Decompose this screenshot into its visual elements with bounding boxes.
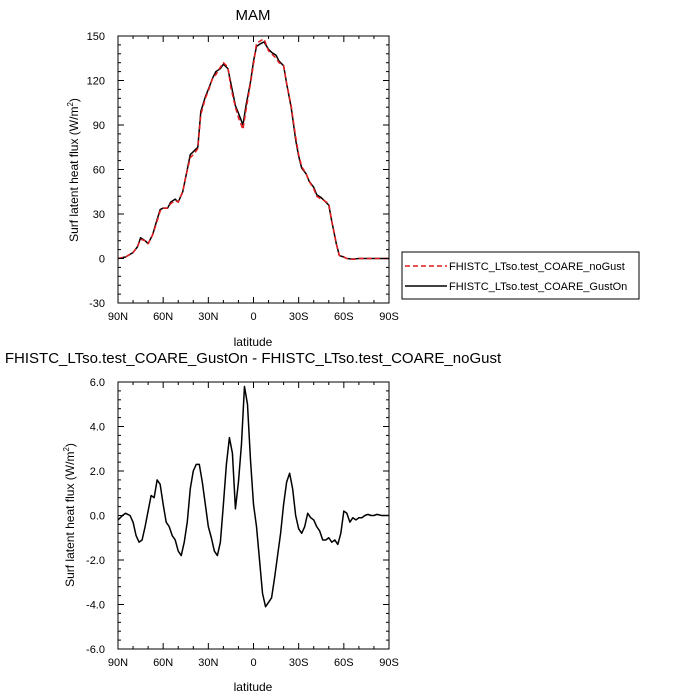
bottom-x-tick-label: 60N [153, 657, 173, 669]
top-y-axis-label-text: Surf latent heat flux (W/m [67, 107, 81, 242]
top-x-tick-label: 30S [289, 311, 309, 323]
bottom-x-tick-label: 30N [198, 657, 218, 669]
top-plot-frame [117, 35, 390, 304]
bottom-x-tick-label: 0 [250, 657, 256, 669]
legend-box [401, 251, 640, 300]
bottom-y-tick-label: -6.0 [86, 644, 105, 656]
bottom-x-tick-label: 90S [379, 657, 399, 669]
top-x-axis-label: latitude [234, 335, 273, 349]
bottom-y-axis-label-text: Surf latent heat flux (W/m [63, 452, 77, 587]
top-y-tick-label: 90 [93, 120, 105, 132]
top-y-axis-label-sup: 2 [66, 102, 75, 107]
top-panel: MAM 90N 60N 30N 0 30S 60S 90S-300306090120150 … [66, 7, 399, 349]
bottom-y-tick-label: 2.0 [90, 466, 105, 478]
bottom-plot-lines [117, 385, 389, 608]
bottom-y-tick-label: -4.0 [86, 600, 105, 612]
bottom-y-axis-label-sup: 2 [62, 447, 71, 452]
bottom-x-axis-label: latitude [234, 680, 273, 694]
bottom-y-axis-label: Surf latent heat flux (W/m2) [62, 443, 77, 587]
top-series-line-1 [117, 41, 389, 260]
top-x-tick-label: 60N [153, 311, 173, 323]
bottom-y-tick-label: 0.0 [90, 511, 105, 523]
top-y-tick-label: 60 [93, 165, 105, 177]
top-y-tick-label: 120 [87, 76, 105, 88]
top-x-tick-label: 60S [334, 311, 354, 323]
bottom-axis-ticks: 90N 60N 30N 0 30S 60S 90S -6.0 -4.0 -2.0 0.0 2.0 4.0… [86, 377, 399, 669]
top-y-axis-label: Surf latent heat flux (W/m2) [66, 98, 81, 242]
top-y-tick-label: 0 [99, 254, 105, 266]
legend-entry-nogust: FHISTC_LTso.test_COARE_noGust [449, 261, 625, 273]
top-y-tick-label: 150 [87, 31, 105, 43]
legend-entry-guston: FHISTC_LTso.test_COARE_GustOn [449, 281, 627, 293]
top-x-tick-label: 90S [379, 311, 399, 323]
bottom-y-tick-label: 6.0 [90, 377, 105, 389]
top-y-tick-label: 30 [93, 209, 105, 221]
bottom-y-axis-label-close: ) [63, 443, 77, 447]
bottom-series-line-0 [117, 385, 389, 608]
bottom-x-tick-label: 90N [108, 657, 128, 669]
top-y-axis-label-close: ) [67, 98, 81, 102]
top-series-line-0 [117, 38, 389, 260]
bottom-y-tick-label: -2.0 [86, 555, 105, 567]
bottom-chart-title: FHISTC_LTso.test_COARE_GustOn - FHISTC_L… [5, 350, 502, 367]
bottom-y-tick-label: 4.0 [90, 422, 105, 434]
bottom-x-tick-label: 60S [334, 657, 354, 669]
top-y-tick-label: -30 [89, 298, 105, 310]
bottom-x-tick-label: 30S [289, 657, 309, 669]
top-x-tick-label: 90N [108, 311, 128, 323]
top-axis-ticks: 90N 60N 30N 0 30S 60S 90S -30 0 30 60 90 120 150 [87, 31, 399, 323]
bottom-panel: FHISTC_LTso.test_COARE_GustOn - FHISTC_L… [5, 350, 502, 694]
top-x-tick-label: 0 [250, 311, 256, 323]
top-chart-title: MAM [236, 7, 271, 24]
top-plot-lines [117, 38, 389, 260]
top-x-tick-label: 30N [198, 311, 218, 323]
legend: FHISTC_LTso.test_COARE_noGust FHISTC_LTs… [401, 251, 640, 300]
